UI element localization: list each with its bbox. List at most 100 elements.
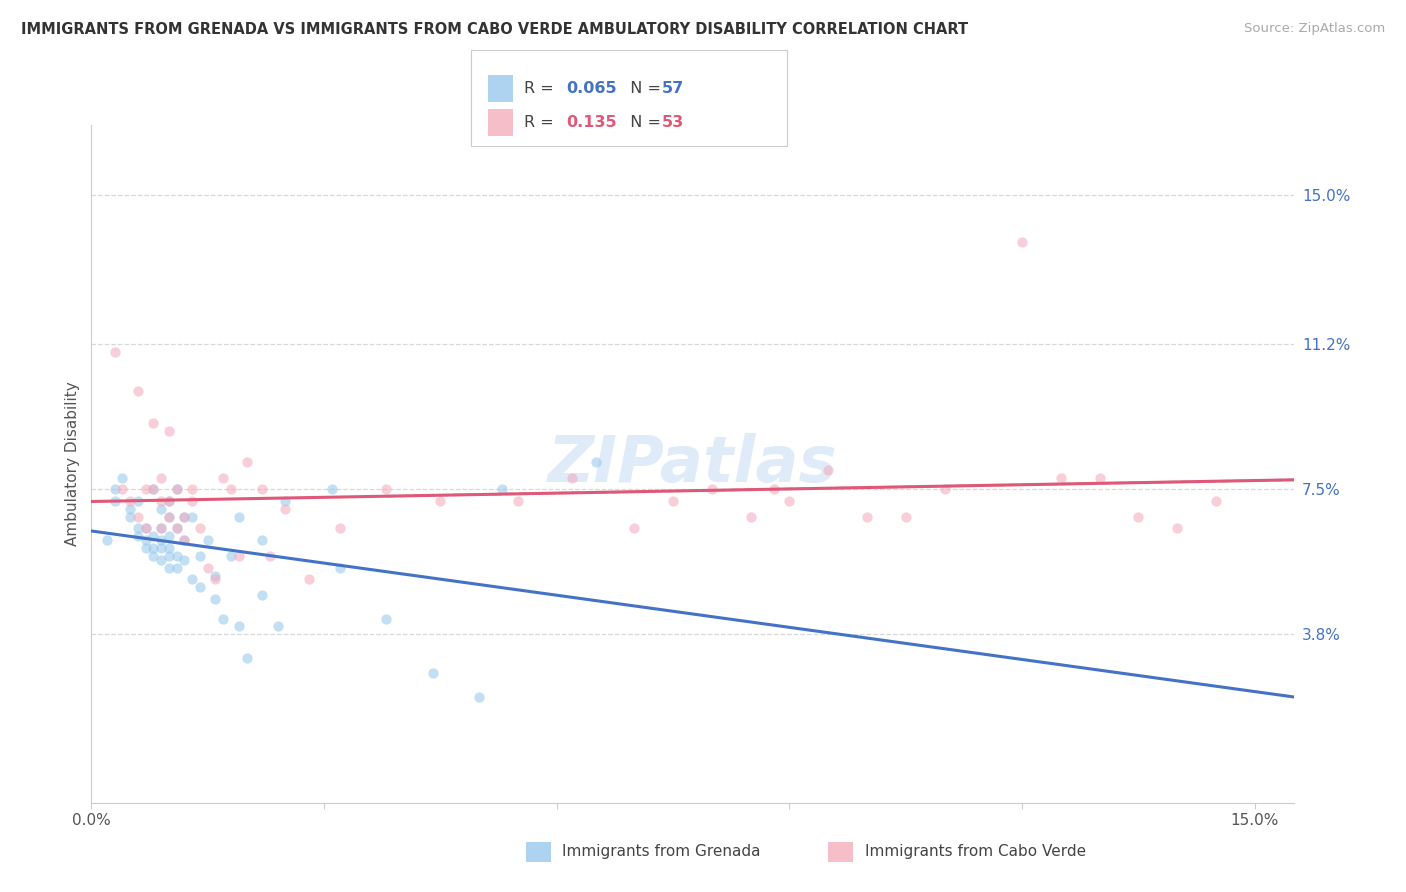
Point	[1166, 521, 1188, 535]
Text: R =: R =	[524, 81, 560, 96]
Point	[111, 470, 134, 484]
Point	[135, 533, 157, 548]
Point	[817, 463, 839, 477]
Point	[429, 494, 451, 508]
Point	[157, 549, 180, 563]
Point	[173, 553, 195, 567]
Point	[166, 483, 188, 497]
Point	[250, 588, 273, 602]
Point	[762, 483, 785, 497]
Point	[188, 580, 211, 594]
Point	[235, 650, 257, 665]
Point	[166, 549, 188, 563]
Point	[212, 470, 235, 484]
Point	[181, 509, 204, 524]
Point	[96, 533, 118, 548]
Point	[157, 529, 180, 543]
Point	[166, 521, 188, 535]
Point	[135, 541, 157, 555]
Text: Source: ZipAtlas.com: Source: ZipAtlas.com	[1244, 22, 1385, 36]
Point	[181, 494, 204, 508]
Point	[173, 509, 195, 524]
Point	[120, 494, 142, 508]
Point	[1088, 470, 1111, 484]
Point	[1128, 509, 1150, 524]
Point	[778, 494, 800, 508]
Point	[422, 666, 444, 681]
Point	[135, 483, 157, 497]
Point	[740, 509, 762, 524]
Point	[150, 541, 173, 555]
Point	[662, 494, 685, 508]
Point	[166, 483, 188, 497]
Point	[157, 509, 180, 524]
Point	[173, 533, 195, 548]
Text: Immigrants from Grenada: Immigrants from Grenada	[562, 845, 761, 859]
Point	[375, 612, 398, 626]
Point	[104, 483, 127, 497]
Point	[212, 612, 235, 626]
Text: R =: R =	[524, 115, 560, 129]
Point	[166, 521, 188, 535]
Point	[150, 521, 173, 535]
Point	[1050, 470, 1073, 484]
Point	[150, 533, 173, 548]
Text: ZIPatlas: ZIPatlas	[548, 433, 837, 495]
Point	[297, 573, 319, 587]
Point	[197, 533, 219, 548]
Point	[150, 494, 173, 508]
Point	[150, 470, 173, 484]
Point	[142, 549, 165, 563]
Point	[150, 521, 173, 535]
Point	[157, 494, 180, 508]
Point	[266, 619, 288, 633]
Point	[228, 549, 250, 563]
Point	[856, 509, 879, 524]
Point	[111, 483, 134, 497]
Point	[228, 619, 250, 633]
Point	[934, 483, 956, 497]
Point	[173, 509, 195, 524]
Point	[127, 384, 149, 399]
Text: N =: N =	[620, 81, 666, 96]
Point	[135, 521, 157, 535]
Text: 57: 57	[662, 81, 685, 96]
Point	[204, 573, 226, 587]
Point	[250, 533, 273, 548]
Point	[250, 483, 273, 497]
Point	[120, 509, 142, 524]
Text: 0.135: 0.135	[567, 115, 617, 129]
Point	[585, 455, 607, 469]
Point	[157, 424, 180, 438]
Point	[204, 592, 226, 607]
Text: Immigrants from Cabo Verde: Immigrants from Cabo Verde	[865, 845, 1085, 859]
Point	[329, 560, 352, 574]
Point	[150, 502, 173, 516]
Point	[127, 494, 149, 508]
Point	[228, 509, 250, 524]
Point	[274, 494, 297, 508]
Point	[204, 568, 226, 582]
Point	[135, 521, 157, 535]
Point	[142, 483, 165, 497]
Point	[329, 521, 352, 535]
Point	[561, 470, 583, 484]
Point	[142, 529, 165, 543]
Point	[173, 533, 195, 548]
Point	[127, 509, 149, 524]
Point	[894, 509, 917, 524]
Point	[127, 521, 149, 535]
Point	[1205, 494, 1227, 508]
Text: IMMIGRANTS FROM GRENADA VS IMMIGRANTS FROM CABO VERDE AMBULATORY DISABILITY CORR: IMMIGRANTS FROM GRENADA VS IMMIGRANTS FR…	[21, 22, 969, 37]
Point	[491, 483, 513, 497]
Point	[142, 541, 165, 555]
Point	[188, 521, 211, 535]
Point	[375, 483, 398, 497]
Point	[321, 483, 343, 497]
Text: N =: N =	[620, 115, 666, 129]
Point	[623, 521, 645, 535]
Point	[181, 483, 204, 497]
Point	[1011, 235, 1033, 250]
Point	[142, 416, 165, 430]
Point	[219, 483, 242, 497]
